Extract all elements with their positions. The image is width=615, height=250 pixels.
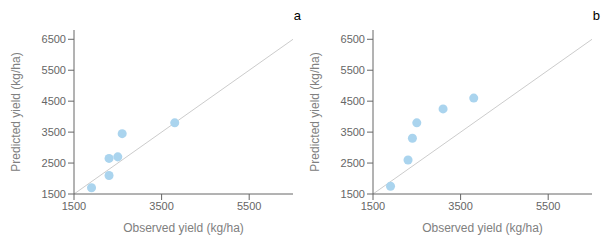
- svg-text:2500: 2500: [42, 157, 66, 169]
- svg-text:3500: 3500: [149, 200, 173, 212]
- svg-text:3500: 3500: [341, 126, 365, 138]
- svg-text:5500: 5500: [237, 200, 261, 212]
- svg-text:6500: 6500: [42, 33, 66, 45]
- svg-text:Observed yield (kg/ha): Observed yield (kg/ha): [422, 221, 543, 235]
- svg-text:3500: 3500: [42, 126, 66, 138]
- svg-text:Predicted yield (kg/ha): Predicted yield (kg/ha): [308, 52, 322, 171]
- svg-text:1500: 1500: [361, 200, 385, 212]
- html-text:b: b: [592, 8, 600, 23]
- svg-text:5500: 5500: [42, 64, 66, 76]
- svg-text:Observed yield (kg/ha): Observed yield (kg/ha): [123, 221, 244, 235]
- svg-text:2500: 2500: [341, 157, 365, 169]
- svg-text:6500: 6500: [341, 33, 365, 45]
- svg-text:1500: 1500: [62, 200, 86, 212]
- svg-text:5500: 5500: [341, 64, 365, 76]
- svg-text:1500: 1500: [42, 188, 66, 200]
- svg-text:5500: 5500: [536, 200, 560, 212]
- svg-text:3500: 3500: [448, 200, 472, 212]
- svg-text:1500: 1500: [341, 188, 365, 200]
- svg-text:4500: 4500: [341, 95, 365, 107]
- svg-text:4500: 4500: [42, 95, 66, 107]
- html-text:a: a: [293, 8, 301, 23]
- svg-text:Predicted yield (kg/ha): Predicted yield (kg/ha): [9, 52, 23, 171]
